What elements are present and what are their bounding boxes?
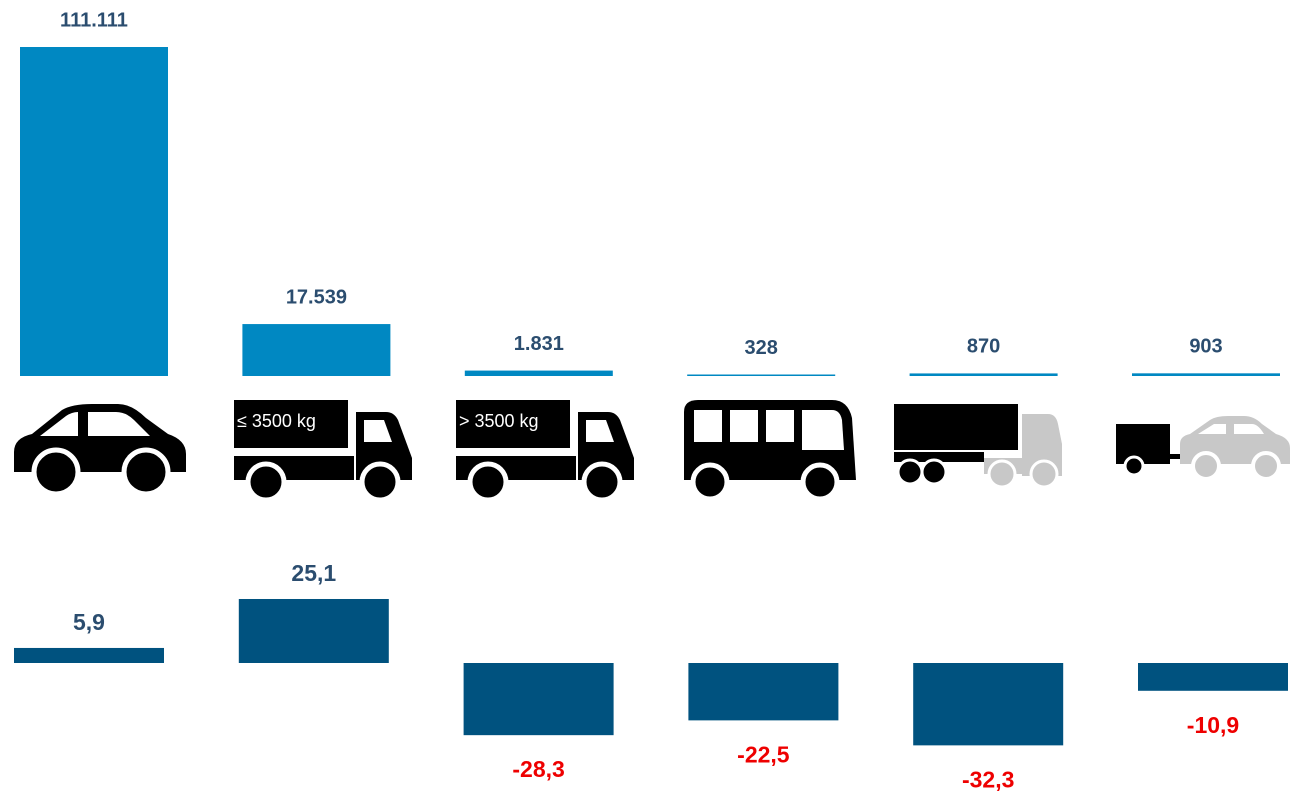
bar [688, 663, 839, 721]
bar [464, 370, 613, 376]
light-truck-icon [234, 400, 412, 503]
bar [1132, 373, 1280, 376]
bar [913, 663, 1064, 746]
value-label: 1.831 [514, 333, 564, 355]
bar [687, 374, 836, 376]
value-label: 328 [745, 337, 778, 359]
icon-label: ≤ 3500 kg [237, 411, 316, 431]
semi-truck-icon [894, 404, 1062, 489]
value-label: 111.111 [60, 9, 128, 31]
value-label: 5,9 [73, 609, 105, 635]
value-label: 870 [967, 336, 1000, 358]
bar [238, 598, 389, 663]
value-label: -22,5 [737, 741, 790, 767]
bar [242, 324, 391, 376]
value-label: 903 [1189, 336, 1222, 358]
bar [20, 47, 168, 376]
bar [1138, 663, 1288, 691]
value-label: -10,9 [1187, 712, 1239, 738]
value-label: -28,3 [512, 756, 564, 782]
car-trailer-icon [1116, 416, 1290, 481]
icons [14, 400, 1290, 503]
value-label: 25,1 [291, 560, 336, 586]
icon-label: > 3500 kg [459, 411, 539, 431]
value-label: -32,3 [962, 766, 1014, 792]
value-label: 17.539 [286, 286, 347, 308]
bar [463, 663, 614, 736]
heavy-truck-icon [456, 400, 634, 503]
bar [14, 647, 164, 663]
bus-icon [684, 400, 856, 502]
bar [909, 373, 1058, 376]
car-icon [14, 404, 186, 497]
